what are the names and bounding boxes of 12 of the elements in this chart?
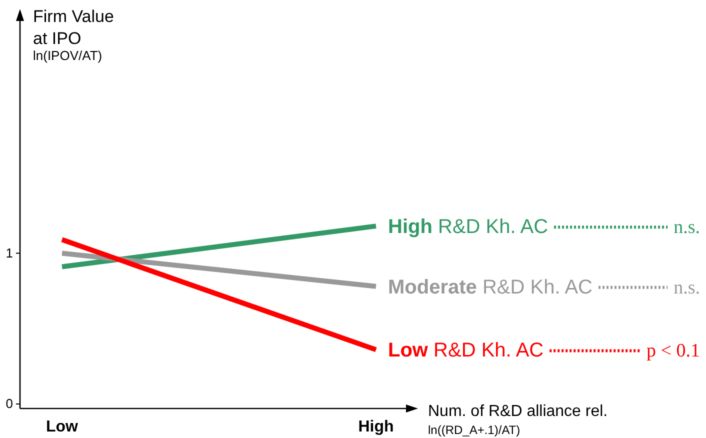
x-tick-label: Low <box>46 418 79 436</box>
y-tick-label: 0 <box>6 396 13 412</box>
text: n.s. <box>674 217 700 238</box>
legend-label: Moderate R&D Kh. AC <box>388 276 593 298</box>
x-tick-label: High <box>358 418 394 436</box>
y-axis-title: Firm Value at IPO ln(IPOV/AT) <box>33 7 114 63</box>
series-label: High R&D Kh. AC <box>388 216 548 238</box>
text: p < 0.1 <box>646 340 700 362</box>
legend-label: Low R&D Kh. AC <box>388 340 544 362</box>
text: n.s. <box>674 277 700 298</box>
y-tick-label: 1 <box>6 245 13 260</box>
x-axis-title: Num. of R&D alliance rel. ln((RD_A+.1)/AT) <box>428 403 608 437</box>
